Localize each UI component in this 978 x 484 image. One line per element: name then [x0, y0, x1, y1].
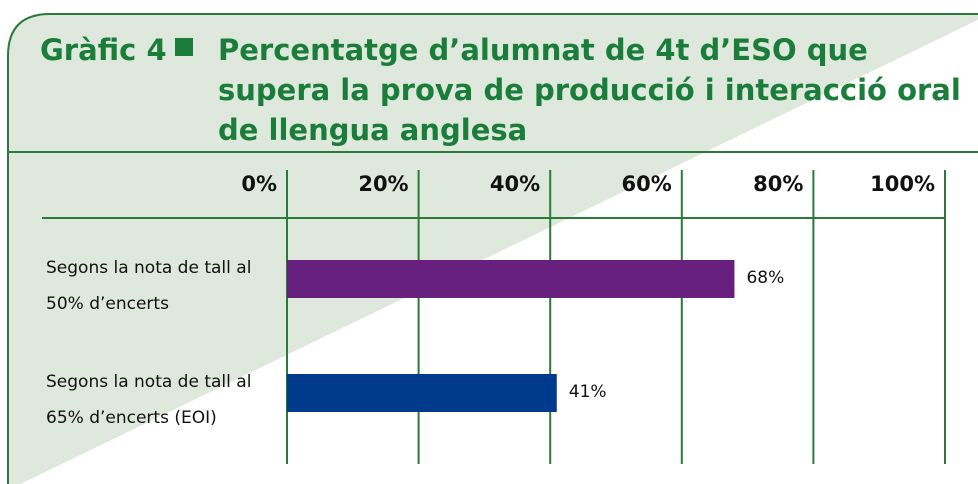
bar	[287, 260, 735, 298]
x-tick-label: 80%	[753, 172, 804, 196]
x-tick-label: 100%	[870, 172, 935, 196]
chart-title: Percentatge d’alumnat de 4t d’ESO que su…	[218, 33, 961, 147]
bar	[287, 374, 557, 412]
x-tick-label: 40%	[489, 172, 541, 196]
x-tick-label: 20%	[358, 172, 409, 196]
value-label: 68%	[746, 268, 785, 288]
y-tick-label: Segons la nota de tall al 65% d’encerts …	[46, 372, 252, 428]
x-tick-label: 0%	[241, 172, 277, 196]
value-label: 41%	[568, 382, 607, 402]
chart-label: Gràfic 4	[40, 33, 167, 67]
panel	[7, 13, 978, 484]
y-tick-label: Segons la nota de tall al 50% d’encerts	[46, 258, 252, 314]
x-tick-label: 60%	[621, 172, 672, 196]
title-square	[175, 38, 193, 56]
